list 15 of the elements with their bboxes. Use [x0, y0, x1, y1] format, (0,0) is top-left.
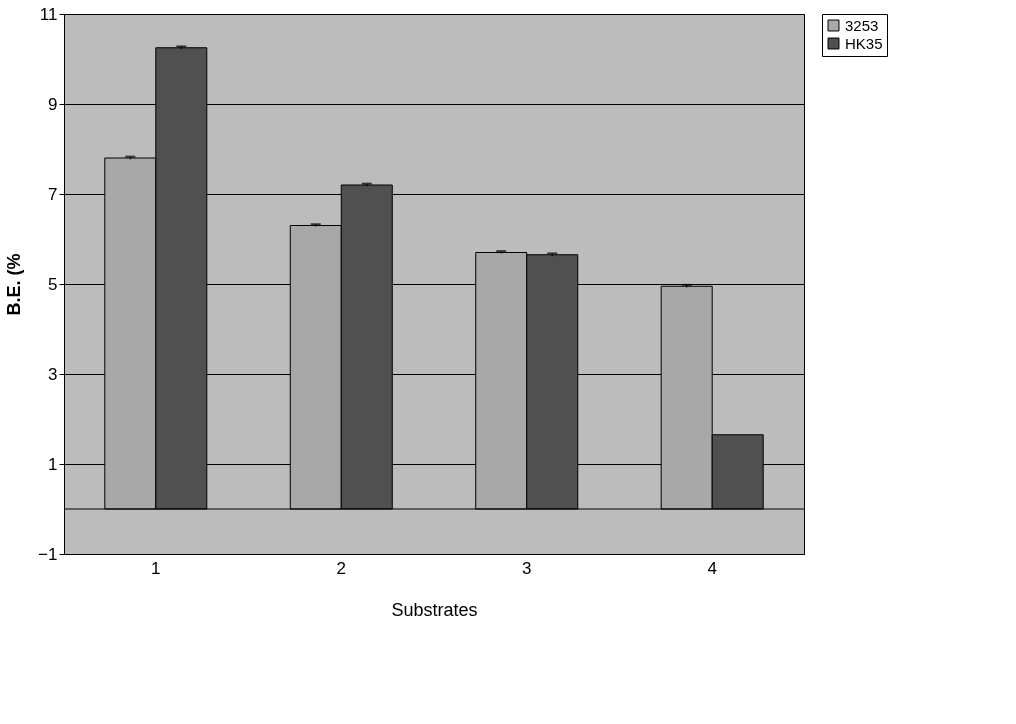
- y-axis-title: B.E. (%: [4, 253, 25, 316]
- legend-label: 3253: [845, 16, 879, 34]
- y-tick-label: 3: [48, 364, 58, 384]
- x-tick-label: 2: [336, 558, 346, 578]
- y-tick-label: 7: [48, 184, 58, 204]
- y-tick-label: 1: [48, 454, 58, 474]
- y-tick-label: 9: [48, 94, 58, 114]
- x-tick-label: 4: [707, 558, 717, 578]
- legend-label: HK35: [845, 34, 883, 52]
- y-tick-label: 5: [48, 274, 58, 294]
- y-tick-label: 11: [39, 4, 58, 24]
- x-tick-label: 3: [522, 558, 532, 578]
- x-tick-label: 1: [151, 558, 161, 578]
- x-axis-title: Substrates: [391, 599, 478, 620]
- y-tick-label: −1: [38, 544, 58, 564]
